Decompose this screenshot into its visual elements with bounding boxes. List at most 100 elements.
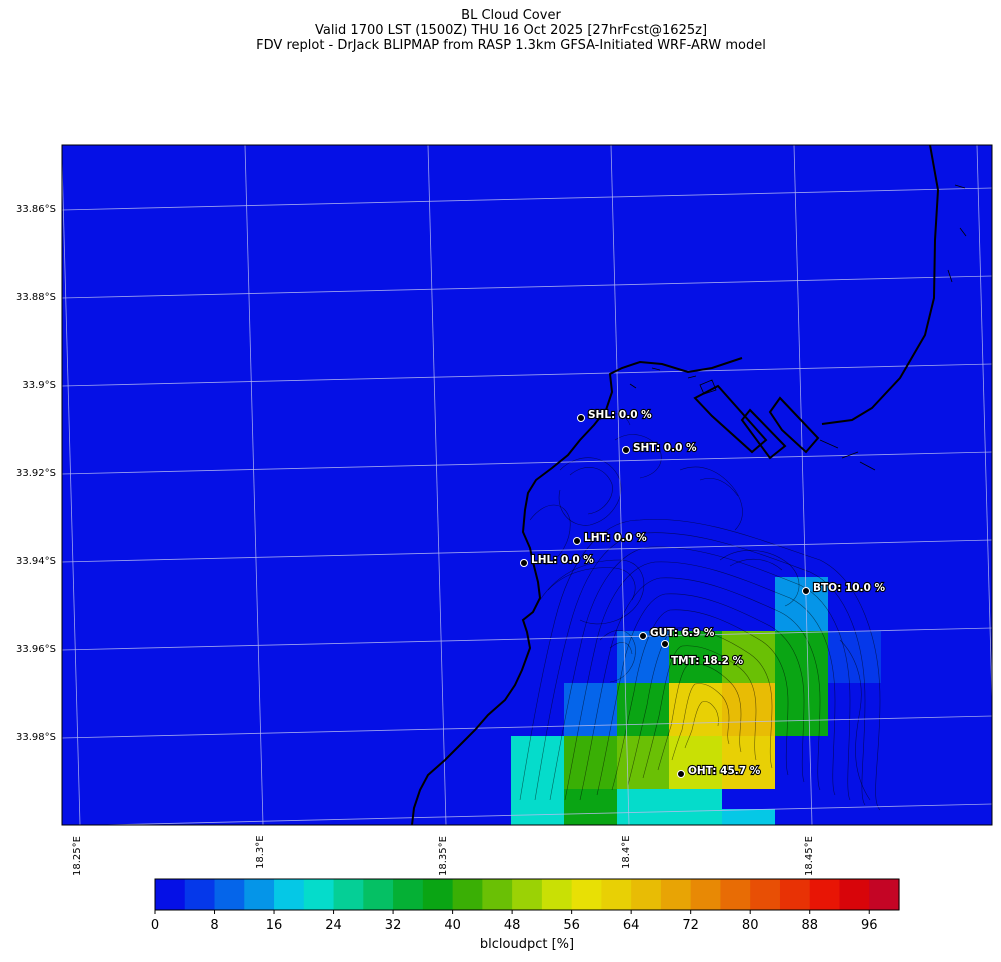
colorbar xyxy=(155,879,900,910)
valid-time-subtitle: Valid 1700 LST (1500Z) THU 16 Oct 2025 [… xyxy=(314,23,708,38)
colorbar-label: blcloudpct [%] xyxy=(480,937,574,952)
colorbar-tick-label: 64 xyxy=(623,918,640,933)
model-subtitle: FDV replot - DrJack BLIPMAP from RASP 1.… xyxy=(256,38,766,53)
colorbar-swatch xyxy=(571,879,602,910)
cloud-cell xyxy=(617,789,669,825)
colorbar-tick-label: 40 xyxy=(444,918,461,933)
lon-label: 18.25°E xyxy=(72,836,83,876)
station-marker-sht xyxy=(622,446,630,454)
colorbar-tick-label: 88 xyxy=(801,918,818,933)
colorbar-swatch xyxy=(422,879,454,910)
cloud-cell xyxy=(564,789,617,825)
lat-label: 33.86°S xyxy=(16,204,56,215)
cloud-cell xyxy=(617,683,669,736)
colorbar-swatch xyxy=(601,879,632,910)
lon-label: 18.4°E xyxy=(621,835,632,869)
cloud-cell xyxy=(669,683,722,736)
lon-label: 18.35°E xyxy=(438,836,449,876)
colorbar-swatch xyxy=(482,879,513,910)
colorbar-swatch xyxy=(274,879,305,910)
cloud-cell xyxy=(564,683,617,736)
lat-label: 33.92°S xyxy=(16,468,56,479)
colorbar-swatch xyxy=(809,879,841,910)
cloud-cell xyxy=(511,736,564,789)
colorbar-tick-label: 48 xyxy=(504,918,521,933)
colorbar-swatch xyxy=(839,879,870,910)
station-label-lhl: LHL: 0.0 % xyxy=(531,554,594,566)
colorbar-swatch xyxy=(541,879,573,910)
colorbar-tick-label: 72 xyxy=(682,918,699,933)
cloud-cell xyxy=(511,789,564,825)
colorbar-tick-label: 0 xyxy=(151,918,159,933)
colorbar-tick-label: 8 xyxy=(210,918,218,933)
colorbar-swatch xyxy=(184,879,216,910)
lon-label: 18.45°E xyxy=(804,836,815,876)
station-marker-oht xyxy=(677,770,685,778)
station-marker-lht xyxy=(573,537,581,545)
colorbar-swatch xyxy=(333,879,364,910)
station-marker-bto xyxy=(802,587,810,595)
colorbar-swatch xyxy=(155,879,186,910)
station-label-gut: GUT: 6.9 % xyxy=(650,627,715,639)
colorbar-tick-label: 56 xyxy=(563,918,580,933)
station-marker-gut xyxy=(639,632,647,640)
colorbar-tick-label: 96 xyxy=(861,918,878,933)
station-label-oht: OHT: 45.7 % xyxy=(688,765,761,777)
colorbar-swatch xyxy=(244,879,275,910)
graticule xyxy=(62,145,992,825)
map-background xyxy=(62,145,992,825)
latitude-labels: 33.86°S 33.88°S 33.9°S 33.92°S 33.94°S 3… xyxy=(16,204,56,743)
station-label-lht: LHT: 0.0 % xyxy=(584,532,647,544)
colorbar-swatch xyxy=(452,879,483,910)
coastline xyxy=(411,145,940,825)
lat-label: 33.88°S xyxy=(16,292,56,303)
cloud-cell xyxy=(722,683,775,736)
station-marker-lhl xyxy=(520,559,528,567)
colorbar-swatch xyxy=(779,879,811,910)
colorbar-tick-label: 16 xyxy=(266,918,283,933)
cloud-cell xyxy=(722,736,775,789)
colorbar-swatch xyxy=(512,879,543,910)
stations: SHL: 0.0 % SHT: 0.0 % LHT: 0.0 % LHL: 0.… xyxy=(520,408,887,778)
cloud-cell xyxy=(617,736,669,789)
harbour-details xyxy=(629,184,967,471)
lat-label: 33.98°S xyxy=(16,732,56,743)
colorbar-tick-label: 32 xyxy=(385,918,402,933)
cloud-cell xyxy=(669,789,722,825)
longitude-labels: 18.25°E 18.3°E 18.35°E 18.4°E 18.45°E xyxy=(72,835,815,876)
station-label-tmt: TMT: 18.2 % xyxy=(671,655,744,667)
station-label-sht: SHT: 0.0 % xyxy=(633,442,697,454)
colorbar-swatch xyxy=(393,879,424,910)
lat-label: 33.96°S xyxy=(16,644,56,655)
colorbar-tick-label: 80 xyxy=(742,918,759,933)
colorbar-swatch xyxy=(660,879,692,910)
cloud-cell xyxy=(669,631,722,683)
colorbar-swatch xyxy=(720,879,751,910)
title-block: BL Cloud Cover Valid 1700 LST (1500Z) TH… xyxy=(0,8,1001,53)
colorbar-frame xyxy=(154,878,900,911)
map-title: BL Cloud Cover xyxy=(461,8,561,23)
station-marker-tmt xyxy=(661,640,669,648)
colorbar-tick-label: 24 xyxy=(325,918,342,933)
colorbar-swatch xyxy=(690,879,722,910)
terrain-contours xyxy=(519,413,881,811)
cloud-cell xyxy=(564,736,617,789)
cloud-cell xyxy=(669,736,722,789)
station-marker-shl xyxy=(577,414,585,422)
station-label-shl: SHL: 0.0 % xyxy=(588,409,652,421)
station-label-bto: BTO: 10.0 % xyxy=(813,582,886,594)
colorbar-swatch xyxy=(363,879,394,910)
lat-label: 33.94°S xyxy=(16,556,56,567)
cloud-cell xyxy=(828,631,881,683)
colorbar-swatch xyxy=(303,879,335,910)
lon-label: 18.3°E xyxy=(255,835,266,869)
map-frame xyxy=(61,144,993,826)
colorbar-swatch xyxy=(869,879,900,910)
colorbar-ticks: 0 8 16 24 32 40 48 56 64 72 80 88 96 xyxy=(151,910,878,933)
colorbar-swatch xyxy=(214,879,245,910)
lat-label: 33.9°S xyxy=(22,380,56,391)
colorbar-swatch xyxy=(750,879,781,910)
colorbar-swatch xyxy=(631,879,662,910)
cloud-cell xyxy=(722,809,775,825)
